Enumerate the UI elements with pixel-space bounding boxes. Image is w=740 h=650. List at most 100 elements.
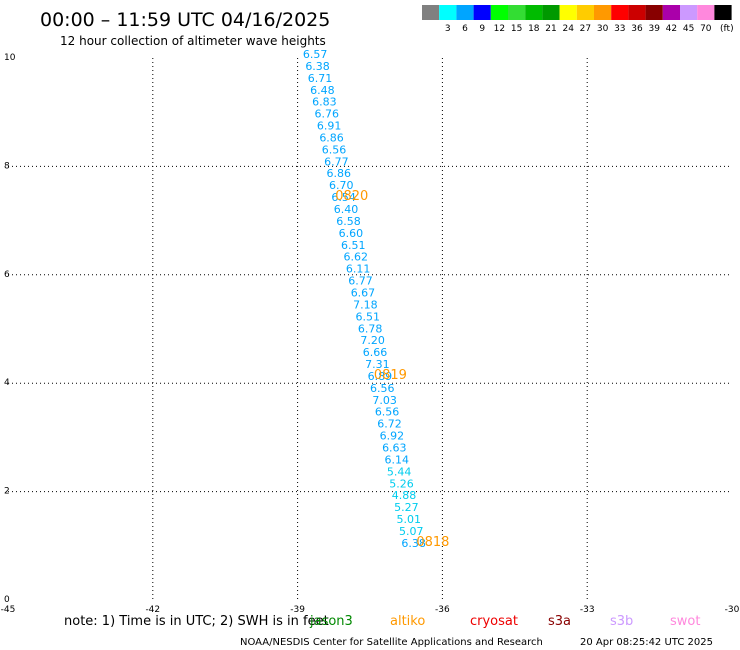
footer-timestamp: 20 Apr 08:25:42 UTC 2025 xyxy=(580,637,713,648)
wave-height-labels: 6.57 6.38 6.716.486.836.766.91 6.86 6.56 6.77… xyxy=(303,48,426,550)
wave-height-point: 6.51 xyxy=(356,310,381,323)
satellite-legend-item: cryosat xyxy=(470,614,518,629)
legend-tick-label: 39 xyxy=(648,24,660,34)
legend-swatch xyxy=(576,5,594,20)
color-scale-legend: 3 6 9 12 15 18 21 24 27 30 33 36 39 42 45 70 (ft) xyxy=(422,5,734,34)
wave-height-point: 6.72 xyxy=(377,418,402,431)
wave-height-point: 5.07 xyxy=(399,525,424,538)
wave-height-point: 7.18 xyxy=(353,298,378,311)
legend-swatch xyxy=(542,5,560,20)
pass-time-label: 0818 xyxy=(416,535,449,550)
legend-swatch xyxy=(508,5,526,20)
wave-height-point: 6.38 xyxy=(401,537,426,550)
legend-swatch xyxy=(662,5,680,20)
wave-height-point: 7.20 xyxy=(360,334,385,347)
legend-tick-label: 30 xyxy=(597,24,609,34)
legend-swatch xyxy=(594,5,612,20)
wave-height-point: 6.86 xyxy=(327,167,352,180)
legend-tick-label: 24 xyxy=(562,24,574,34)
legend-swatch xyxy=(456,5,474,20)
map-title: 00:00 – 11:59 UTC 04/16/2025 xyxy=(40,9,330,31)
legend-tick-label: 33 xyxy=(614,24,625,34)
legend-swatch xyxy=(628,5,646,20)
wave-height-point: 7.31 xyxy=(365,358,390,371)
y-tick-label: 0 xyxy=(4,595,10,605)
satellite-legend-item: s3b xyxy=(610,614,633,629)
wave-height-point: 5.26 xyxy=(389,477,414,490)
legend-tick-label: 42 xyxy=(666,24,677,34)
wave-height-point: 6.67 xyxy=(351,286,376,299)
y-tick-label: 8 xyxy=(4,161,10,171)
satellite-legend-item: altiko xyxy=(390,614,425,629)
wave-height-point: 5.44 xyxy=(387,465,412,478)
wave-height-point: 6.78 xyxy=(358,322,383,335)
wave-height-point: 6.58 xyxy=(336,215,361,228)
legend-tick-label: 9 xyxy=(479,24,485,34)
satellite-legend-item: s3a xyxy=(548,614,571,629)
wave-height-point: 6.91 xyxy=(317,120,342,133)
x-tick-label: -36 xyxy=(435,605,450,615)
wave-height-point: 6.14 xyxy=(384,453,409,466)
satellite-legend: jason3 altiko cryosat s3a s3b swot xyxy=(309,614,700,629)
wave-height-point: 5.01 xyxy=(397,513,422,526)
pass-time-labels: 0820 0819 0818 xyxy=(335,189,449,550)
legend-swatch xyxy=(439,5,457,20)
y-tick-label: 10 xyxy=(4,53,16,63)
wave-height-point: 6.60 xyxy=(339,227,364,240)
x-tick-label: -42 xyxy=(145,605,160,615)
legend-tick-label: 27 xyxy=(580,24,591,34)
pass-time-label: 0819 xyxy=(374,368,407,383)
legend-tick-label: 6 xyxy=(462,24,468,34)
wave-height-point: 6.76 xyxy=(314,108,339,121)
wave-height-point: 5.27 xyxy=(394,501,419,514)
wave-height-point: 6.48 xyxy=(310,84,335,97)
x-tick-label: -45 xyxy=(1,605,16,615)
legend-swatch xyxy=(697,5,715,20)
legend-tick-label: 3 xyxy=(445,24,451,34)
wave-height-point: 6.51 xyxy=(341,239,366,252)
legend-tick-label: 21 xyxy=(545,24,556,34)
wave-height-point: 6.54 xyxy=(331,191,356,204)
x-tick-label: -30 xyxy=(725,605,740,615)
legend-swatch xyxy=(422,5,440,20)
plot-axes: -45 -42 -39 -36 -33 -30 0 2 4 6 8 10 xyxy=(1,53,740,615)
wave-height-point: 6.56 xyxy=(375,406,400,419)
legend-tick-label: 36 xyxy=(631,24,643,34)
legend-unit: (ft) xyxy=(720,24,734,34)
wave-height-point: 6.63 xyxy=(382,441,407,454)
wave-height-point: 6.71 xyxy=(308,72,333,85)
legend-tick-label: 15 xyxy=(511,24,522,34)
legend-swatch xyxy=(645,5,663,20)
pass-time-label: 0820 xyxy=(335,189,368,204)
wave-height-point: 6.56 xyxy=(370,382,395,395)
wave-height-point: 7.03 xyxy=(372,394,397,407)
legend-swatch xyxy=(473,5,491,20)
legend-swatch xyxy=(525,5,543,20)
legend-swatch xyxy=(490,5,508,20)
map-subtitle: 12 hour collection of altimeter wave hei… xyxy=(60,34,326,48)
legend-swatch xyxy=(680,5,698,20)
satellite-legend-item: swot xyxy=(670,614,700,629)
legend-tick-label: 18 xyxy=(528,24,540,34)
wave-height-point: 6.77 xyxy=(348,275,373,288)
wave-height-point: 6.66 xyxy=(363,346,388,359)
wave-height-point: 6.77 xyxy=(324,155,349,168)
wave-height-point: 6.92 xyxy=(380,430,405,443)
wave-height-point: 6.62 xyxy=(343,251,368,264)
footer-credit: NOAA/NESDIS Center for Satellite Applica… xyxy=(240,637,543,648)
wave-height-point: 6.57 xyxy=(303,48,328,61)
x-tick-label: -33 xyxy=(580,605,595,615)
y-tick-label: 4 xyxy=(4,378,10,388)
y-tick-label: 2 xyxy=(4,487,10,497)
plot-grid xyxy=(8,58,732,600)
note-text: note: 1) Time is in UTC; 2) SWH is in fe… xyxy=(64,614,329,629)
legend-tick-label: 12 xyxy=(494,24,505,34)
wave-height-point: 6.40 xyxy=(334,203,359,216)
wave-height-point: 6.70 xyxy=(329,179,354,192)
wave-height-point: 6.83 xyxy=(312,96,337,109)
legend-tick-label: 70 xyxy=(700,24,712,34)
wave-height-point: 6.11 xyxy=(346,263,371,276)
x-tick-label: -39 xyxy=(290,605,305,615)
legend-swatch xyxy=(611,5,629,20)
